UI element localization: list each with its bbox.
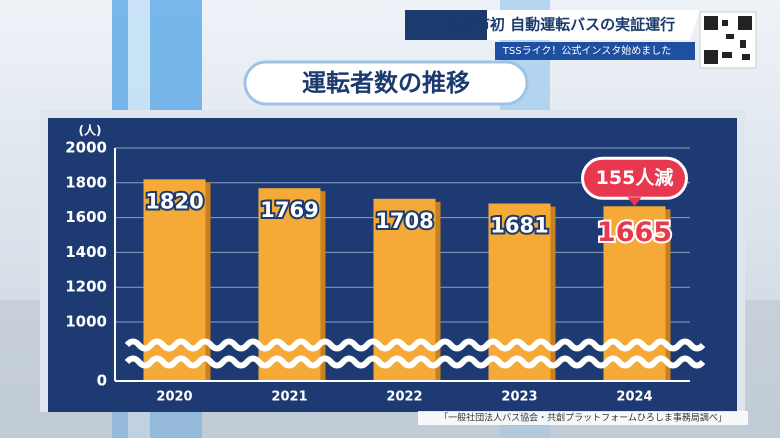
x-tick-label: 2022 — [386, 390, 422, 405]
axis-break — [124, 355, 706, 369]
value-label: 1681 — [490, 214, 548, 238]
value-label: 1708 — [375, 209, 433, 233]
qr-pattern — [704, 16, 752, 64]
header-title: 広島市初 自動運転バスの実証運行 — [445, 16, 675, 34]
y-tick-label: 1600 — [65, 208, 107, 226]
y-tick-label: 1400 — [65, 243, 107, 261]
source: 「一般社団法人バス協会・共創プラットフォームひろしま事務局調べ」 — [439, 412, 727, 424]
y-tick-label: 0 — [97, 372, 107, 390]
axis-break — [124, 338, 706, 352]
bar-side — [550, 206, 556, 381]
value-label: 1820 — [145, 189, 203, 213]
y-unit: (人) — [79, 123, 102, 138]
y-tick-label: 2000 — [65, 139, 107, 157]
bar — [488, 203, 551, 381]
plot: 0 1000 1200 1400 1600 1800 2000 2020 2021 2022 202… — [65, 139, 706, 405]
x-tick-label: 2021 — [271, 390, 307, 405]
y-tick-label: 1200 — [65, 278, 107, 296]
x-tick-label: 2023 — [501, 390, 537, 405]
annotation: 155人減 — [596, 166, 674, 189]
x-tick-label: 2020 — [156, 390, 192, 405]
bar-side — [320, 191, 326, 381]
ticker: TSSライク！公式インスタ始めました — [502, 44, 671, 57]
bar-side — [205, 182, 211, 381]
ticker-bar — [495, 42, 695, 60]
title-pill — [243, 60, 529, 106]
bar — [603, 206, 666, 381]
y-tick-label: 1000 — [65, 313, 107, 331]
header-tag — [405, 10, 487, 40]
source-bg — [418, 411, 748, 425]
chart-title: 運転者数の推移 — [302, 69, 470, 97]
y-tick-label: 1800 — [65, 173, 107, 191]
bar-side — [435, 201, 441, 381]
bar-side — [665, 209, 671, 381]
x-tick-label: 2024 — [616, 390, 652, 405]
annotation-tail — [627, 197, 642, 207]
value-label: 1665 — [597, 217, 672, 248]
value-label: 1769 — [260, 198, 318, 222]
